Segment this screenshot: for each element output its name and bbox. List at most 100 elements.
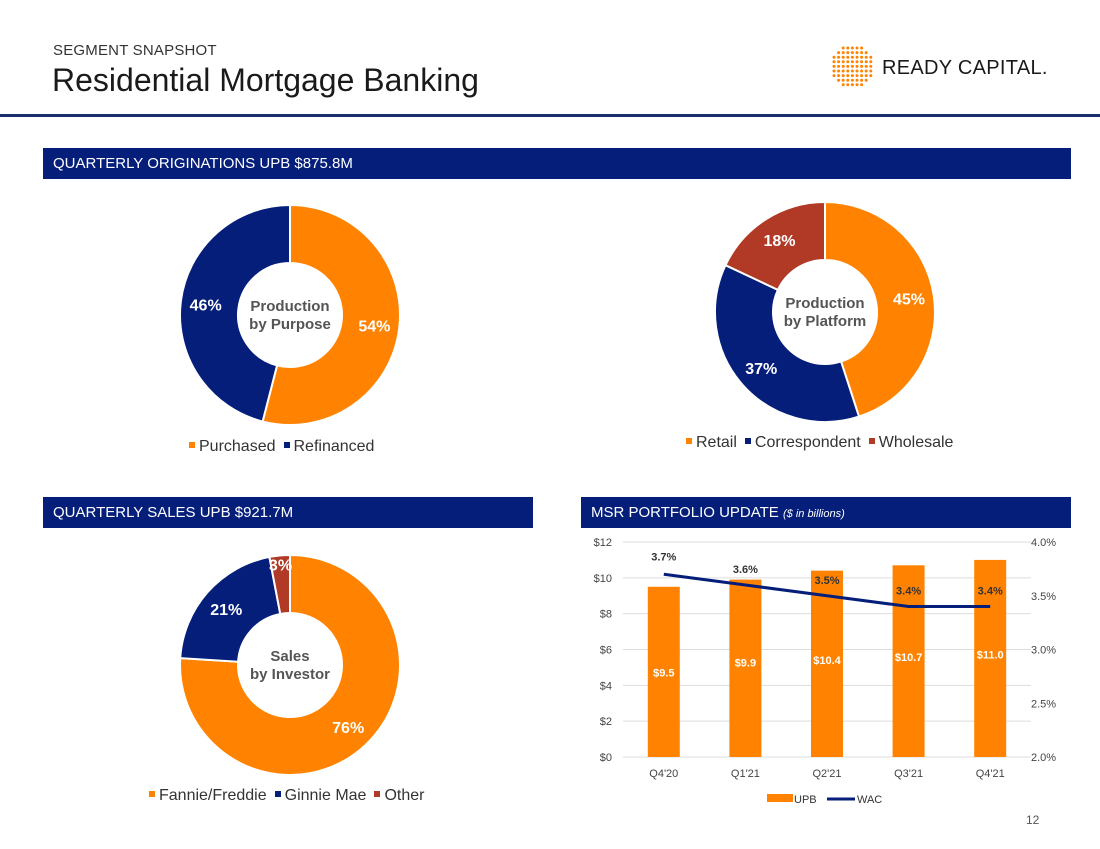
legend-investor: Fannie/Freddie Ginnie Mae Other (149, 787, 432, 805)
donut-slice-other (268, 553, 291, 616)
page-title: Residential Mortgage Banking (52, 62, 479, 98)
y-tick-label: $6 (600, 645, 612, 657)
legend-swatch (868, 438, 875, 445)
donut-center-label: Production (785, 295, 864, 312)
legend-purpose: Purchased Refinanced (189, 438, 382, 456)
donut-center-label: Production (250, 298, 329, 315)
legend-label: Correspondent (754, 434, 861, 451)
logo-dot (864, 64, 868, 68)
sales-header: QUARTERLY SALES UPB $921.7M (43, 497, 533, 528)
logo-dot (869, 74, 873, 78)
logo-dot (855, 55, 859, 59)
donut-slice-wholesale (724, 200, 826, 292)
legend-label: Fannie/Freddie (159, 787, 267, 804)
logo-dot (869, 69, 873, 73)
logo-dot (864, 60, 868, 64)
legend-label: Ginnie Mae (284, 787, 367, 804)
logo-dot (869, 64, 873, 68)
logo-dot (846, 74, 850, 78)
slice-value-label: 54% (358, 319, 390, 336)
logo-dot (860, 46, 864, 50)
legend-swatch (744, 438, 751, 445)
y2-tick-label: 2.5% (1031, 698, 1056, 710)
legend-item: Wholesale (868, 434, 953, 451)
donut-center-label: by Platform (784, 313, 867, 330)
donut-slice-purchased (261, 203, 401, 426)
bar-value-label: $9.5 (653, 667, 674, 679)
legend-label: Retail (696, 434, 737, 451)
logo-dot (855, 74, 859, 78)
logo-dot (832, 60, 836, 64)
line-wac (663, 572, 991, 608)
msr-combo-chart: $0 $2 $4 $6 $8 $10 $12 2.0% 2.5% 3.0% 3.5% 4.0% $9.5… (594, 537, 1057, 806)
legend-item: Purchased (189, 438, 276, 455)
logo-dot (860, 60, 864, 64)
donut-slice-ginnie-mae (179, 555, 282, 663)
line-value-label: 3.7% (651, 551, 676, 563)
sales-header-text: QUARTERLY SALES UPB $921.7M (53, 504, 294, 521)
y2-tick-label: 3.0% (1031, 645, 1056, 657)
logo-dot (860, 55, 864, 59)
legend-swatch (149, 791, 155, 798)
logo-dot (841, 51, 845, 55)
logo-dot (850, 78, 854, 82)
bar-upb (892, 565, 925, 757)
donut-slice-refinanced (179, 203, 291, 423)
logo-dot (860, 74, 864, 78)
y2-tick-label: 2.0% (1031, 752, 1056, 764)
donut-slice-fannie-freddie (179, 553, 401, 776)
logo-dot (846, 69, 850, 73)
legend-label: Other (384, 787, 425, 804)
y2-tick-label: 3.5% (1031, 591, 1056, 603)
legend-item: Other (374, 787, 424, 804)
logo-dot (837, 74, 841, 78)
donut-slice-correspondent (714, 263, 861, 423)
logo-dot (855, 64, 859, 68)
legend-swatch (686, 438, 692, 445)
logo-dot (855, 83, 859, 87)
logo-dot (864, 51, 868, 55)
bar-value-label: $11.0 (977, 649, 1004, 661)
page-number: 12 (1026, 813, 1040, 827)
logo-dot (855, 51, 859, 55)
legend-item: Refinanced (283, 438, 375, 455)
logo-dot (850, 60, 854, 64)
y-tick-label: $8 (600, 609, 612, 621)
logo-dot (869, 60, 873, 64)
donut-center-label: by Purpose (249, 316, 331, 333)
legend-label: Refinanced (293, 438, 375, 455)
logo-dot (837, 69, 841, 73)
logo-dot (855, 69, 859, 73)
logo-dot (837, 60, 841, 64)
legend-item: Fannie/Freddie (149, 787, 267, 804)
y-tick-label: $12 (594, 537, 612, 549)
legend-label-wac: WAC (857, 794, 882, 806)
bar-upb (974, 559, 1007, 757)
logo-dot (850, 64, 854, 68)
originations-header-text: QUARTERLY ORIGINATIONS UPB $875.8M (53, 155, 353, 172)
bar-upb (729, 579, 762, 757)
x-tick-label: Q1'21 (731, 768, 760, 780)
line-value-label: 3.5% (814, 575, 839, 587)
logo-dot (846, 51, 850, 55)
line-value-label: 3.4% (896, 586, 921, 598)
logo-dot (841, 60, 845, 64)
legend-label-upb: UPB (794, 794, 817, 806)
y-tick-label: $4 (600, 680, 612, 692)
bar-upb (647, 586, 680, 757)
msr-header-note: ($ in billions) (782, 508, 845, 520)
bar-value-label: $10.4 (813, 655, 841, 667)
msr-header: MSR PORTFOLIO UPDATE ($ in billions) (581, 497, 1071, 528)
y-tick-label: $10 (594, 573, 612, 585)
logo-dot (860, 51, 864, 55)
slice-value-label: 21% (210, 602, 242, 619)
logo-dot (841, 46, 845, 50)
line-value-label: 3.6% (733, 564, 758, 576)
legend-label: Purchased (199, 438, 276, 455)
legend-swatch (274, 791, 281, 798)
logo-dot (837, 51, 841, 55)
logo-dot (864, 69, 868, 73)
logo-dot (864, 55, 868, 59)
logo-dot (850, 46, 854, 50)
legend-item: Ginnie Mae (274, 787, 367, 804)
